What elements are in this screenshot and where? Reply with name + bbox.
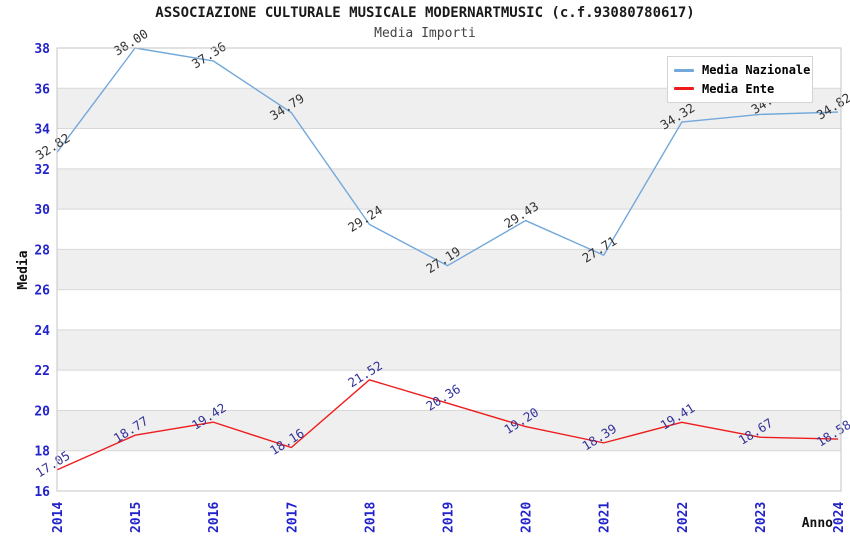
plot-band — [57, 168, 841, 210]
x-tick-label: 2021 — [598, 502, 613, 533]
plot-band — [57, 450, 841, 491]
line-swatch-icon — [674, 87, 694, 91]
x-tick-label: 2020 — [520, 502, 535, 533]
y-tick-label: 24 — [34, 324, 50, 339]
plot-band — [57, 410, 841, 451]
plot-border — [56, 47, 842, 492]
x-tick-label: 2024 — [832, 502, 847, 533]
legend: Media Nazionale Media Ente — [667, 56, 813, 103]
legend-label: Media Nazionale — [702, 63, 811, 78]
x-tick-label: 2018 — [363, 502, 378, 533]
x-tick-label: 2023 — [754, 502, 769, 533]
x-tick-label: 2015 — [129, 502, 144, 533]
x-tick-label: 2017 — [285, 502, 300, 533]
plot-band — [57, 209, 841, 250]
x-tick-label: 2014 — [51, 502, 66, 533]
x-tick-label: 2022 — [676, 502, 691, 533]
plot-band — [57, 249, 841, 290]
y-tick-label: 26 — [34, 284, 50, 299]
legend-item-media-ente: Media Ente — [674, 82, 806, 96]
x-tick-label: 2016 — [207, 502, 222, 533]
y-tick-label: 32 — [34, 163, 50, 178]
y-tick-label: 22 — [34, 364, 50, 379]
y-tick-label: 36 — [34, 82, 50, 97]
y-tick-label: 34 — [34, 123, 50, 138]
x-axis-title: Anno — [802, 516, 833, 531]
line-swatch-icon — [674, 68, 694, 72]
chart-title: ASSOCIAZIONE CULTURALE MUSICALE MODERNAR… — [155, 5, 695, 21]
y-tick-label: 30 — [34, 203, 50, 218]
legend-item-media-nazionale: Media Nazionale — [674, 63, 810, 77]
y-tick-label: 38 — [34, 42, 50, 57]
series-line-media-nazionale — [56, 47, 839, 267]
y-axis-title: Media — [16, 250, 31, 289]
legend-label: Media Ente — [702, 81, 775, 96]
plot-band — [57, 289, 841, 330]
plot-band — [57, 329, 841, 371]
y-tick-label: 16 — [34, 485, 50, 500]
y-tick-label: 20 — [34, 404, 50, 419]
chart-subtitle: Media Importi — [374, 26, 476, 41]
y-tick-label: 28 — [34, 243, 50, 258]
series-line-media-ente — [56, 379, 839, 471]
x-tick-label: 2019 — [442, 502, 457, 533]
y-tick-label: 18 — [34, 445, 50, 460]
plot-band — [57, 128, 841, 169]
